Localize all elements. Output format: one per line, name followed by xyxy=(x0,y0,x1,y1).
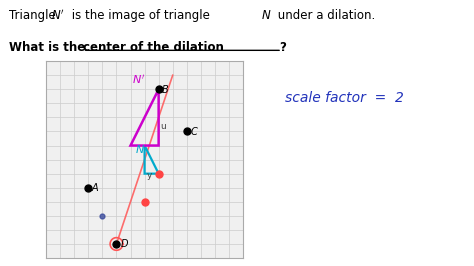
Text: under a dilation.: under a dilation. xyxy=(274,9,375,22)
Text: $N$: $N$ xyxy=(261,9,271,22)
Text: $B$: $B$ xyxy=(162,83,170,95)
Text: ?: ? xyxy=(280,41,287,54)
Text: $A$: $A$ xyxy=(91,181,100,193)
Text: is the image of triangle: is the image of triangle xyxy=(68,9,213,22)
Text: u: u xyxy=(161,122,166,131)
Text: y: y xyxy=(146,171,152,180)
Text: $C$: $C$ xyxy=(190,126,198,138)
Text: What is the: What is the xyxy=(9,41,90,54)
Text: $D$: $D$ xyxy=(120,237,129,249)
Text: $N'$: $N'$ xyxy=(132,73,145,86)
Text: center of the dilation: center of the dilation xyxy=(83,41,224,54)
Text: $N'$: $N'$ xyxy=(51,9,65,23)
Text: $N$: $N$ xyxy=(135,143,145,155)
Text: Triangle: Triangle xyxy=(9,9,60,22)
Text: scale factor  =  2: scale factor = 2 xyxy=(285,92,404,105)
